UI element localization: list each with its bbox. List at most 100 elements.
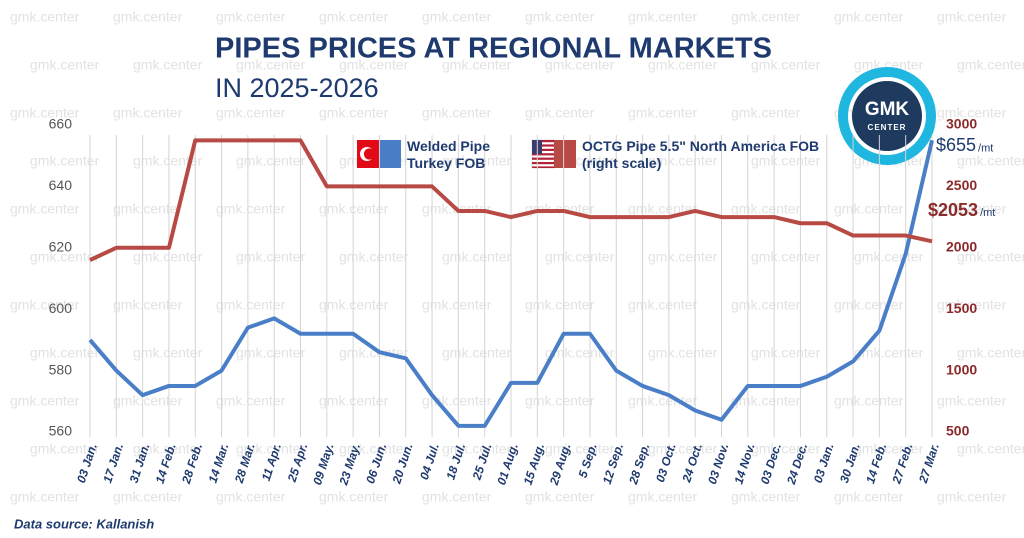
watermark: gmk.center [957,345,1024,361]
legend-entry: Welded Pipe Turkey FOB [407,138,490,171]
value-label: $655 [936,135,976,155]
watermark: gmk.center [834,9,904,25]
watermark: gmk.center [319,105,389,121]
watermark: gmk.center [545,249,615,265]
watermark: gmk.center [648,57,718,73]
watermark: gmk.center [834,393,904,409]
watermark: gmk.center [834,489,904,505]
watermark: gmk.center [834,201,904,217]
x-tick-label: 14 Mar. [206,442,232,485]
watermark: gmk.center [10,201,80,217]
watermark: gmk.center [442,57,512,73]
watermark: gmk.center [648,249,718,265]
watermark: gmk.center [545,345,615,361]
watermark: gmk.center [236,249,306,265]
watermark: gmk.center [133,57,203,73]
watermark: gmk.center [216,393,286,409]
watermark: gmk.center [937,105,1007,121]
watermark: gmk.center [216,9,286,25]
watermark: gmk.center [937,297,1007,313]
watermark: gmk.center [216,489,286,505]
watermark: gmk.center [133,441,203,457]
watermark: gmk.center [525,393,595,409]
watermark: gmk.center [731,105,801,121]
watermark: gmk.center [422,297,492,313]
watermark: gmk.center [319,489,389,505]
watermark: gmk.center [10,9,80,25]
line-series [89,138,933,262]
source: Data source: Kallanish [14,516,154,531]
y2-tick-label: 3000 [946,116,977,132]
watermark: gmk.center [422,9,492,25]
watermark: gmk.center [751,57,821,73]
legend-swatch [554,140,576,168]
watermark: gmk.center [628,297,698,313]
x-tick-label: 15 Aug. [521,442,548,487]
y2-tick-label: 1500 [946,300,977,316]
watermark: gmk.center [751,153,821,169]
watermark: gmk.center [957,57,1024,73]
watermark: gmk.center [442,441,512,457]
watermark: gmk.center [628,393,698,409]
watermark: gmk.center [731,393,801,409]
watermark: gmk.center [236,441,306,457]
y-tick-label: 600 [49,300,73,316]
watermark: gmk.center [30,441,100,457]
watermark: gmk.center [10,393,80,409]
logo-bottom: CENTER [868,123,907,132]
x-tick-label: 17 Jan. [100,442,126,485]
chart-title: PIPES PRICES AT REGIONAL MARKETS [215,33,772,65]
flag-usa-stripes [532,140,554,168]
watermark: gmk.center [10,297,80,313]
logo-ring [838,67,936,165]
watermark: gmk.center [216,297,286,313]
watermark: gmk.center [216,201,286,217]
legend-entry: OCTG Pipe 5.5" North America FOB (right … [582,138,820,171]
watermark: gmk.center [731,201,801,217]
line-series [88,139,934,428]
watermark: gmk.center [113,9,183,25]
watermark: gmk.center [545,441,615,457]
watermark: gmk.center [133,153,203,169]
watermark: gmk.center [628,105,698,121]
y-tick-label: 560 [49,423,73,439]
x-tick-label: 31 Jan. [127,442,153,485]
watermark: gmk.center [937,201,1007,217]
watermark: gmk.center [648,441,718,457]
watermark: gmk.center [422,489,492,505]
watermark: gmk.center [236,345,306,361]
watermark: gmk.center [854,249,924,265]
watermark: gmk.center [30,249,100,265]
watermark: gmk.center [422,105,492,121]
watermark: gmk.center [30,57,100,73]
watermark: gmk.center [113,393,183,409]
watermark: gmk.center [957,153,1024,169]
watermark: gmk.center [30,345,100,361]
y2-tick-label: 2000 [946,239,977,255]
x-tick-label: 28 Sep. [626,442,653,487]
legend-swatch [379,140,401,168]
y-tick-label: 640 [49,177,73,193]
chart-subtitle: IN 2025-2026 [215,73,379,103]
y2-tick-label: 500 [946,423,970,439]
watermark: gmk.center [319,201,389,217]
value-unit: /mt [978,142,993,154]
watermark: gmk.center [10,105,80,121]
watermark: gmk.center [525,105,595,121]
y2-tick-label: 1000 [946,361,977,377]
watermark: gmk.center [442,153,512,169]
watermark: gmk.center [442,249,512,265]
watermark: gmk.center [957,441,1024,457]
x-tick-label: 04 Jul. [417,442,442,482]
watermark: gmk.center [30,153,100,169]
watermark: gmk.center [113,489,183,505]
watermark: gmk.center [648,153,718,169]
watermark: gmk.center [216,105,286,121]
watermark: gmk.center [442,345,512,361]
watermark: gmk.center [628,9,698,25]
flag-turkey-moon-cut [363,148,376,160]
watermark: gmk.center [854,57,924,73]
y2-tick-label: 2500 [946,177,977,193]
